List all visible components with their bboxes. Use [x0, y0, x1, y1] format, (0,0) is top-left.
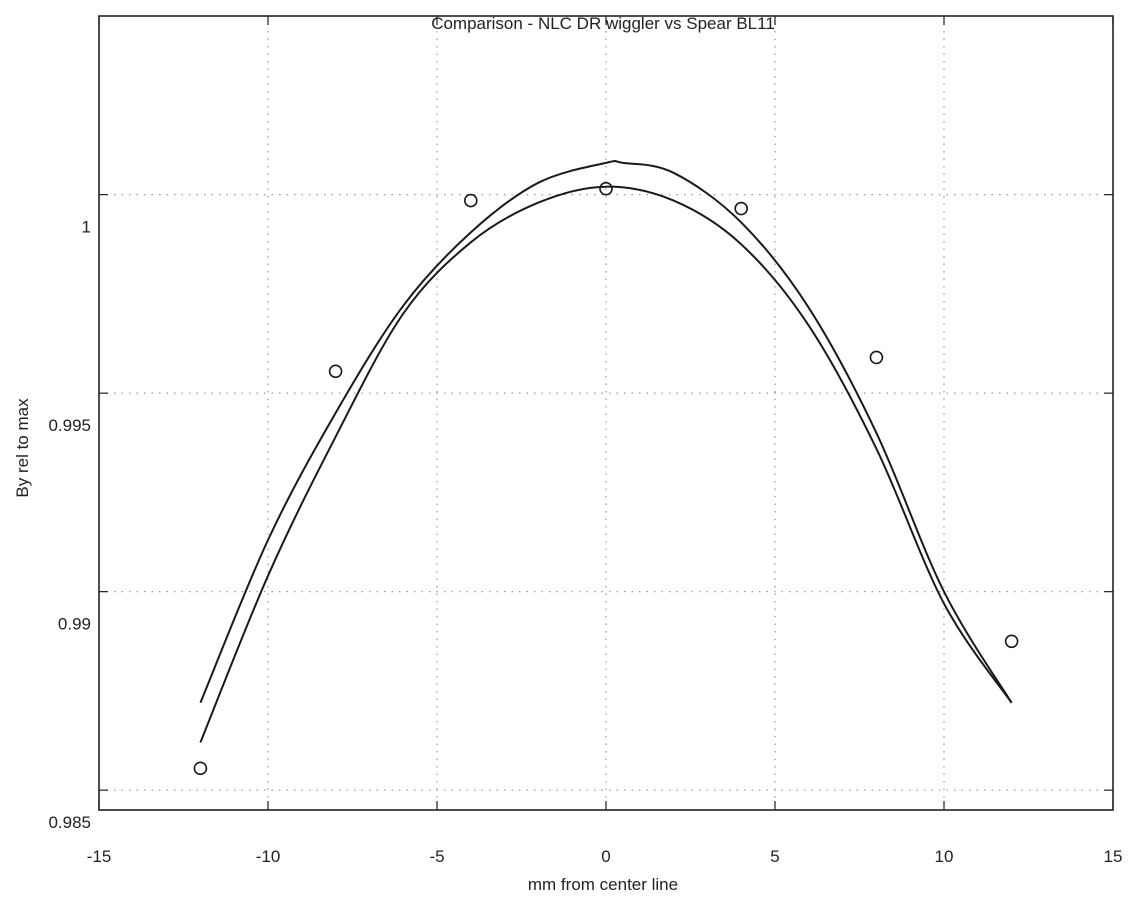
data-point-marker: [193, 761, 208, 776]
y-tick-label: 0.99: [58, 615, 91, 634]
data-point-marker: [734, 201, 749, 216]
x-tick-label: 0: [601, 847, 610, 866]
data-point-marker: [1004, 634, 1019, 649]
x-tick-label: -10: [256, 847, 281, 866]
series-line-1: [199, 160, 1013, 704]
x-tick-label: -15: [87, 847, 112, 866]
x-axis-title: mm from center line: [528, 875, 678, 894]
series-group: [193, 160, 1019, 776]
y-axis-title: By rel to max: [13, 398, 32, 498]
y-tick-labels: 0.985 0.99 0.995 1: [48, 218, 91, 833]
x-tick-label: 10: [935, 847, 954, 866]
grid-lines: [99, 16, 1113, 810]
data-point-marker: [599, 181, 613, 196]
chart-title: Comparison - NLC DR wiggler vs Spear BL1…: [431, 14, 775, 33]
y-tick-label: 0.985: [48, 813, 91, 832]
y-tick-label: 0.995: [48, 416, 91, 435]
data-point-marker: [463, 193, 478, 208]
x-tick-label: 15: [1104, 847, 1123, 866]
data-point-marker: [869, 350, 884, 365]
x-tick-label: 5: [770, 847, 779, 866]
y-tick-label: 1: [82, 218, 91, 237]
x-tick-labels: -15 -10 -5 0 5 10 15: [87, 847, 1123, 866]
tick-marks: [98, 16, 1114, 810]
x-tick-label: -5: [429, 847, 444, 866]
series-line-2: [199, 185, 1013, 743]
data-point-marker: [328, 364, 343, 379]
plot-frame: [98, 15, 1114, 811]
